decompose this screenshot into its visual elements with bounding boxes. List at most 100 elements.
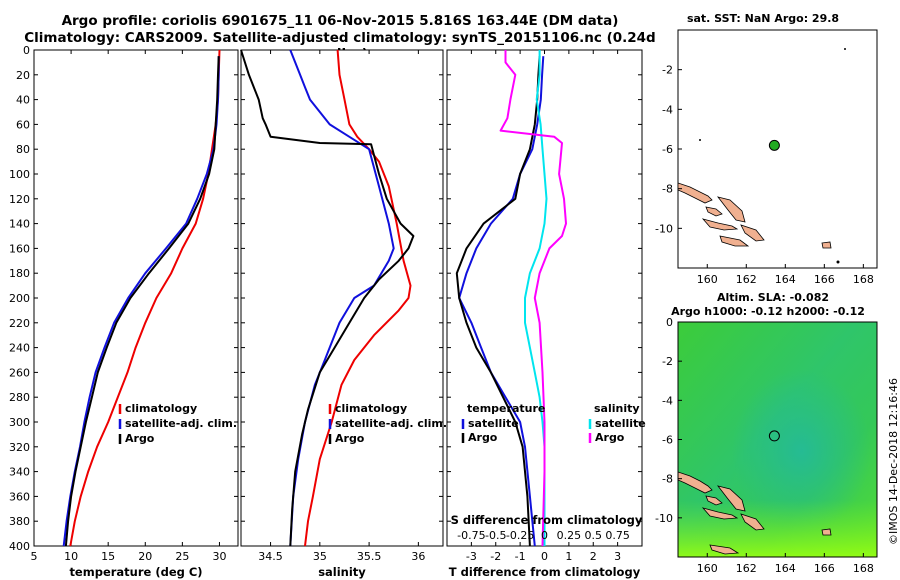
diff-legend-salinity-heading: salinity: [594, 402, 640, 415]
diff-legend-entry: Argo: [595, 431, 625, 444]
salinity-series-argo: [240, 49, 415, 547]
sst-island-3: [716, 196, 746, 223]
depth-tick-label: 280: [9, 391, 30, 404]
sla-map-title-line1: Altim. SLA: -0.082: [717, 291, 829, 304]
map-x-tick-label: 162: [736, 273, 757, 286]
temperature-axes-box: [33, 49, 239, 547]
diff-legend-entry: Argo: [468, 431, 498, 444]
sla-map-title-line2: Argo h1000: -0.12 h2000: -0.12: [671, 305, 865, 318]
sla-island-7: [821, 528, 832, 536]
legend-entry: Argo: [335, 432, 365, 445]
map-y-tick-label: -4: [662, 103, 673, 116]
sla-map-y-axis: 0 -2 -4 -6 -8 -10: [655, 316, 682, 525]
s-diff-tick-label: 0.5: [585, 529, 603, 542]
map-x-tick-label: 160: [697, 562, 718, 575]
map-y-tick-label: -10: [655, 222, 673, 235]
depth-tick-label: 0: [23, 44, 30, 57]
temperature-x-axis-label: temperature (deg C): [69, 565, 202, 579]
depth-tick-label: 320: [9, 441, 30, 454]
s-diff-tick-label: 0.75: [605, 529, 630, 542]
map-y-tick-label: -10: [655, 512, 673, 525]
temperature-x-tick-label: 15: [101, 550, 115, 563]
sla-map-x-axis: 160 162 164 166 168: [697, 553, 874, 575]
depth-tick-label: 220: [9, 317, 30, 330]
salinity-x-axis-label: salinity: [318, 565, 366, 579]
depth-tick-label: 80: [16, 143, 30, 156]
map-x-tick-label: 168: [853, 273, 874, 286]
sst-islet: [844, 48, 846, 50]
difference-series-salinity-argo: [499, 50, 567, 547]
difference-series-temperature-satellite: [458, 56, 545, 547]
difference-s-axis-label: S difference from climatology: [451, 513, 643, 527]
map-x-tick-label: 166: [814, 562, 835, 575]
depth-tick-label: 240: [9, 342, 30, 355]
sst-island-2: [705, 206, 723, 217]
sst-map-land: [678, 48, 846, 264]
sst-map-title: sat. SST: NaN Argo: 29.8: [687, 12, 839, 25]
difference-x-tick-label: 2: [590, 550, 597, 563]
s-diff-tick-label: -0.5: [485, 529, 506, 542]
temperature-x-tick-label: 20: [138, 550, 152, 563]
salinity-x-tick-label: 36: [411, 550, 425, 563]
difference-series-salinity-satellite: [524, 50, 548, 546]
legend-entry: satellite-adj. clim.: [335, 417, 447, 430]
figure-title-line1: Argo profile: coriolis 6901675_11 06-Nov…: [61, 13, 619, 29]
sst-island-6: [719, 235, 750, 247]
depth-tick-label: 300: [9, 416, 30, 429]
temperature-series-argo: [64, 56, 220, 547]
temperature-x-tick-label: 30: [212, 550, 226, 563]
map-x-tick-label: 168: [853, 562, 874, 575]
salinity-series-climatology: [304, 49, 412, 547]
map-y-tick-label: -2: [662, 64, 673, 77]
map-y-tick-label: -6: [662, 143, 673, 156]
map-y-tick-label: -6: [662, 434, 673, 447]
difference-series-temperature-argo: [455, 56, 541, 547]
map-y-tick-label: -8: [662, 473, 673, 486]
temperature-panel: 5 10 15 20 25 30 temperature (deg C) climatolog…: [31, 49, 239, 579]
depth-tick-label: 360: [9, 490, 30, 503]
sst-map-x-axis: 160 162 164 166 168: [697, 264, 874, 286]
difference-x-tick-label: 1: [565, 550, 572, 563]
sst-island-5: [740, 224, 765, 242]
map-x-tick-label: 166: [814, 273, 835, 286]
salinity-axes-box: [240, 49, 444, 547]
s-diff-tick-label: 0.25: [557, 529, 582, 542]
sst-island-7: [821, 241, 832, 249]
map-y-tick-label: -8: [662, 183, 673, 196]
sla-map: Altim. SLA: -0.082 Argo h1000: -0.12 h20…: [655, 291, 878, 575]
sst-islet: [699, 139, 701, 141]
depth-tick-label: 200: [9, 292, 30, 305]
sst-islet: [836, 260, 840, 264]
depth-tick-label: 60: [16, 118, 30, 131]
depth-tick-label: 140: [9, 218, 30, 231]
map-x-tick-label: 164: [775, 562, 796, 575]
sst-argo-location-marker: [768, 139, 780, 151]
depth-tick-label: 20: [16, 69, 30, 82]
diff-legend-temperature-heading: temperature: [467, 402, 545, 415]
sla-high-anomaly: [678, 500, 877, 557]
legend-entry: Argo: [125, 432, 155, 445]
s-diff-tick-label: -0.75: [457, 529, 485, 542]
sla-island-1: [678, 471, 713, 494]
salinity-x-tick-label: 34.5: [258, 550, 283, 563]
difference-x-tick-label: -1: [515, 550, 526, 563]
temperature-x-tick-label: 5: [31, 550, 38, 563]
legend-entry: climatology: [125, 402, 197, 415]
sla-argo-location-marker: [768, 430, 780, 442]
difference-panel: -3 -2 -1 0 1 2 3 T difference from climatology S…: [446, 49, 646, 579]
sla-island-6: [709, 544, 740, 555]
sst-map: sat. SST: NaN Argo: 29.8 160 162 164 166 168…: [655, 12, 878, 286]
depth-tick-label: 100: [9, 168, 30, 181]
depth-tick-label: 340: [9, 466, 30, 479]
sla-island-2: [705, 495, 723, 506]
map-x-tick-label: 160: [697, 273, 718, 286]
s-diff-tick-label: -0.25: [506, 529, 534, 542]
map-x-tick-label: 164: [775, 273, 796, 286]
map-x-tick-label: 162: [736, 562, 757, 575]
difference-x-tick-label: -3: [466, 550, 477, 563]
s-diff-tick-label: 0: [541, 529, 548, 542]
depth-axis: 0 20 40 60 80 100 120 140 160 180 200 220 240 260 280 3…: [9, 44, 30, 553]
salinity-x-tick-label: 35: [313, 550, 327, 563]
temperature-x-tick-label: 10: [64, 550, 78, 563]
legend-entry: climatology: [335, 402, 407, 415]
